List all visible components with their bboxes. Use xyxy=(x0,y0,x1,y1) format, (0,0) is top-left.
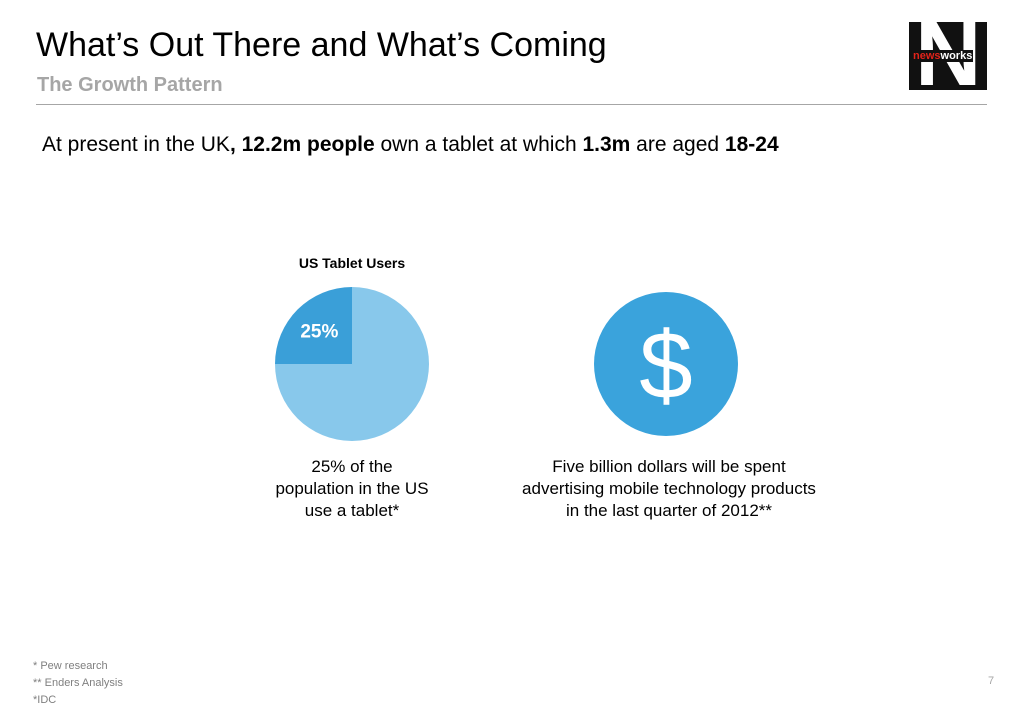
headline-segment: are aged xyxy=(630,133,725,156)
pie-slice xyxy=(275,287,352,364)
logo-suffix: works xyxy=(940,50,973,62)
pie-caption: 25% of the population in the US use a ta… xyxy=(275,457,429,520)
slice-label: 25% xyxy=(300,321,338,342)
subtitle: The Growth Pattern xyxy=(37,74,223,96)
footnote: *IDC xyxy=(33,694,57,706)
footnote: ** Enders Analysis xyxy=(33,677,123,689)
page-number: 7 xyxy=(988,675,995,687)
headline-segment: own a tablet at which xyxy=(374,133,583,156)
footnotes: * Pew research ** Enders Analysis *IDC xyxy=(33,658,123,708)
logo-prefix: news xyxy=(913,50,941,62)
dollar-circle xyxy=(594,292,738,436)
dollar-symbol: $ xyxy=(639,312,692,419)
logo: N newsworks xyxy=(909,22,987,90)
logo-text: newsworks xyxy=(912,50,974,62)
divider xyxy=(36,104,987,105)
title: What’s Out There and What’s Coming xyxy=(36,26,607,64)
headline-segment: At present in the UK xyxy=(42,133,230,156)
footnote: * Pew research xyxy=(33,660,108,672)
chart-title: US Tablet Users xyxy=(298,255,406,271)
dollar-caption: Five billion dollars will be spent adver… xyxy=(522,457,816,520)
headline-segment: 1.3m xyxy=(582,133,631,156)
headline: At present in the UK, 12.2m people own a… xyxy=(42,133,779,157)
pie-slice xyxy=(275,287,429,441)
headline-segment: , 12.2m people xyxy=(229,133,375,156)
headline-segment: 18-24 xyxy=(724,133,779,156)
